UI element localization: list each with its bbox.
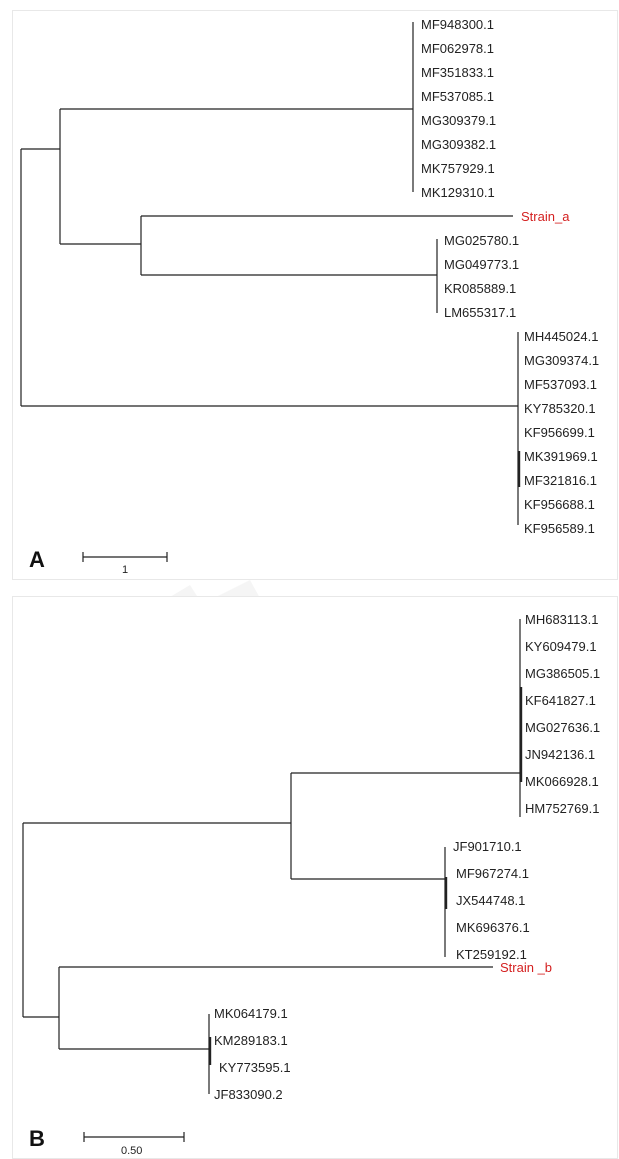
leaf-label: MK757929.1 bbox=[421, 161, 495, 176]
leaf-label: MG309382.1 bbox=[421, 137, 496, 152]
leaf-label: MF537085.1 bbox=[421, 89, 494, 104]
tree-b-branches bbox=[22, 619, 523, 1094]
leaf-label: MK066928.1 bbox=[525, 774, 599, 789]
leaf-label: MG049773.1 bbox=[444, 257, 519, 272]
leaf-label: KF641827.1 bbox=[525, 693, 596, 708]
leaf-label: JF833090.2 bbox=[214, 1087, 283, 1102]
leaf-label: MG025780.1 bbox=[444, 233, 519, 248]
leaf-label: MK696376.1 bbox=[456, 920, 530, 935]
leaf-label: KY785320.1 bbox=[524, 401, 596, 416]
leaf-label: MK391969.1 bbox=[524, 449, 598, 464]
scale-bar-label: 0.50 bbox=[121, 1145, 142, 1157]
leaf-label: JX544748.1 bbox=[456, 893, 525, 908]
leaf-label: MG309379.1 bbox=[421, 113, 496, 128]
leaf-label: MF351833.1 bbox=[421, 65, 494, 80]
panel-letter: B bbox=[29, 1126, 45, 1151]
leaf-label: MF948300.1 bbox=[421, 17, 494, 32]
phylogenetic-tree-b: MH683113.1 KY609479.1 MG386505.1 KF64182… bbox=[22, 612, 600, 1157]
leaf-label: MG309374.1 bbox=[524, 353, 599, 368]
leaf-label: JN942136.1 bbox=[525, 747, 595, 762]
leaf-label: KY609479.1 bbox=[525, 639, 597, 654]
leaf-label: MF967274.1 bbox=[456, 866, 529, 881]
panel-letter: A bbox=[29, 547, 45, 572]
tree-panel-b: MH683113.1 KY609479.1 MG386505.1 KF64182… bbox=[12, 596, 618, 1159]
leaf-label: KR085889.1 bbox=[444, 281, 516, 296]
strain-label: Strain _b bbox=[500, 960, 552, 975]
leaf-label: MF321816.1 bbox=[524, 473, 597, 488]
leaf-label: MF537093.1 bbox=[524, 377, 597, 392]
scale-bar bbox=[83, 1132, 185, 1142]
scale-bar bbox=[82, 552, 168, 562]
leaf-label: KY773595.1 bbox=[219, 1060, 291, 1075]
leaf-label: LM655317.1 bbox=[444, 305, 516, 320]
leaf-label: KF956699.1 bbox=[524, 425, 595, 440]
tree-a-branches bbox=[20, 22, 521, 525]
tree-panel-a: MF948300.1 MF062978.1 MF351833.1 MF53708… bbox=[12, 10, 618, 580]
scale-bar-label: 1 bbox=[122, 564, 128, 576]
strain-label: Strain_a bbox=[521, 209, 570, 224]
leaf-label: MG027636.1 bbox=[525, 720, 600, 735]
leaf-label: MK064179.1 bbox=[214, 1006, 288, 1021]
leaf-label: KF956688.1 bbox=[524, 497, 595, 512]
leaf-label: MH683113.1 bbox=[525, 612, 598, 627]
leaf-label: MG386505.1 bbox=[525, 666, 600, 681]
leaf-label: KM289183.1 bbox=[214, 1033, 288, 1048]
leaf-label: MK129310.1 bbox=[421, 185, 495, 200]
leaf-label: HM752769.1 bbox=[525, 801, 599, 816]
leaf-label: KF956589.1 bbox=[524, 521, 595, 536]
leaf-label: MF062978.1 bbox=[421, 41, 494, 56]
phylogenetic-tree-a: MF948300.1 MF062978.1 MF351833.1 MF53708… bbox=[20, 17, 599, 576]
leaf-label: JF901710.1 bbox=[453, 839, 522, 854]
leaf-label: MH445024.1 bbox=[524, 329, 598, 344]
leaf-label: KT259192.1 bbox=[456, 947, 527, 962]
